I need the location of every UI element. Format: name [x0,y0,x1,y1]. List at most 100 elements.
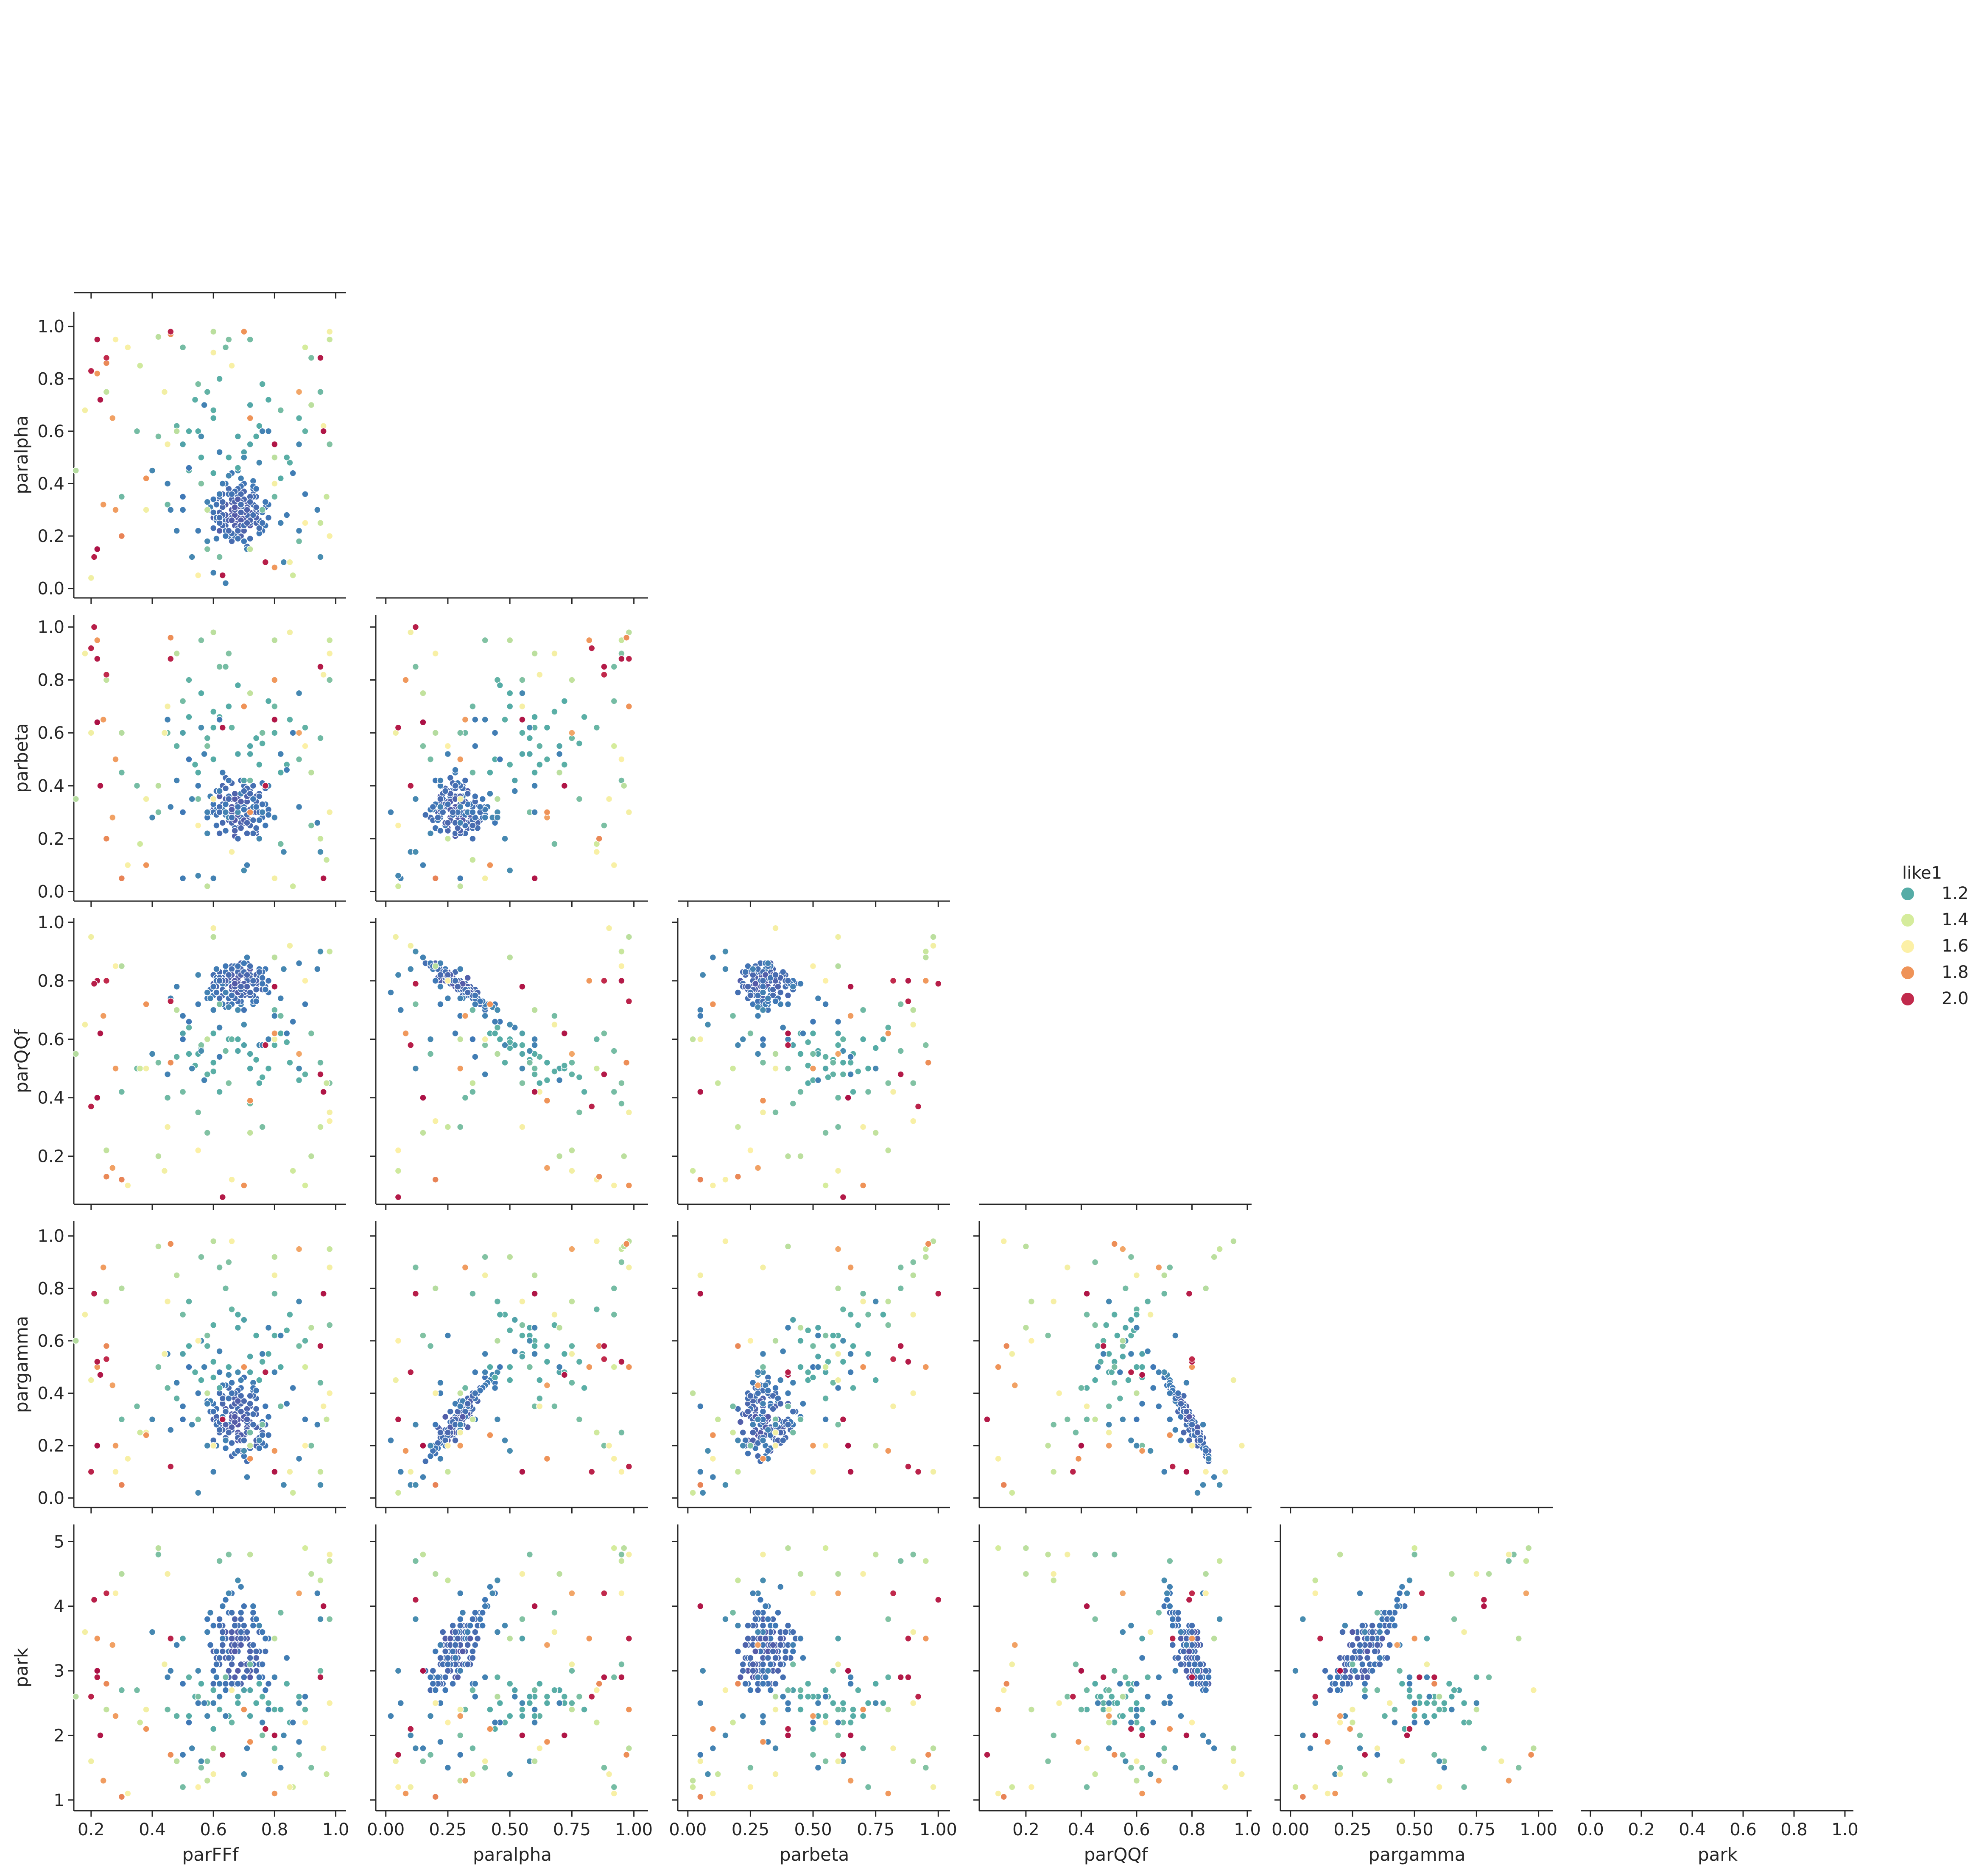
scatter-point [1188,1442,1196,1449]
scatter-point [519,1570,526,1577]
scatter-point [935,980,942,988]
x-tick-label-park: 0.6 [1730,1820,1757,1840]
scatter-point [556,1324,563,1332]
scatter-point [759,1363,767,1371]
scatter-point [1147,1447,1154,1454]
scatter-point [469,1088,476,1096]
scatter-point [118,1416,126,1423]
scatter-point [930,933,937,941]
scatter-point [588,1468,595,1476]
x-tick-label-parFFf: 0.8 [261,1820,288,1840]
scatter-point [1349,1641,1356,1649]
legend-label-1.6: 1.6 [1942,936,1969,956]
scatter-point [237,1583,245,1591]
scatter-point [754,1674,762,1681]
scatter-point [1376,1628,1383,1636]
scatter-point [1460,1628,1468,1636]
scatter-point [593,1065,601,1072]
y-tick-label-parbeta: 0.4 [37,776,64,796]
scatter-point [432,1421,439,1428]
scatter-point [210,1686,217,1694]
scatter-point [1238,1770,1246,1778]
scatter-point [543,1342,551,1350]
scatter-point [256,525,263,532]
scatter-point [689,1489,696,1496]
scatter-point [618,977,625,985]
scatter-point [429,1667,437,1675]
scatter-point [194,822,202,829]
scatter-point [271,814,278,821]
scatter-point [210,1068,217,1075]
scatter-point [317,1059,324,1066]
scatter-point [1361,1751,1369,1759]
scatter-point [222,809,229,816]
scatter-point [764,1667,772,1675]
scatter-point [1448,1693,1456,1700]
scatter-point [496,1700,504,1707]
scatter-point [326,809,333,816]
scatter-point [100,1264,107,1271]
scatter-point [412,1421,419,1428]
scatter-point [136,362,144,369]
scatter-point [1169,1616,1177,1623]
scatter-point [884,1030,892,1037]
scatter-point [262,1403,269,1410]
scatter-point [1188,1421,1196,1428]
scatter-point [164,703,171,710]
scatter-point [1202,1468,1210,1476]
scatter-point [314,506,321,514]
scatter-point [246,790,254,797]
scatter-point [143,506,150,514]
scatter-point [216,375,223,382]
scatter-point [259,427,266,435]
scatter-point [427,830,434,837]
scatter-point [1199,1481,1207,1488]
scatter-point [561,1371,568,1379]
scatter-point [754,1368,762,1376]
scatter-point [769,1641,777,1649]
scatter-point [155,1363,162,1371]
scatter-point [481,1272,489,1279]
scatter-point [164,501,171,508]
scatter-point [243,983,251,990]
y-tick-label-parQQf: 0.2 [37,1147,64,1167]
scatter-point [822,977,829,985]
scatter-point [271,1745,278,1752]
scatter-point [531,1758,538,1765]
scatter-point [809,1018,817,1025]
scatter-point [797,1570,804,1577]
scatter-point [1485,1674,1492,1681]
scatter-point [1406,1680,1413,1687]
scatter-point [784,1153,792,1160]
scatter-point [259,974,266,982]
scatter-point [112,756,119,763]
scatter-point [225,1079,232,1087]
scatter-point [506,1021,514,1028]
scatter-point [847,1777,854,1784]
scatter-point [143,861,150,869]
scatter-point [494,1628,501,1636]
scatter-point [814,1077,822,1084]
scatter-point [784,1403,792,1410]
scatter-point [1064,1551,1071,1558]
scatter-point [772,997,779,1005]
scatter-point [1406,1725,1413,1733]
scatter-point [543,1382,551,1389]
scatter-point [722,1732,729,1739]
scatter-point [219,498,226,505]
scatter-point [231,827,238,835]
scatter-point [204,1628,211,1636]
scatter-point [526,1551,534,1558]
scatter-point [1091,1680,1099,1687]
scatter-point [847,1059,854,1066]
scatter-point [419,1332,427,1339]
scatter-point [243,1473,251,1481]
scatter-point [81,1311,89,1318]
scatter-point [905,1358,912,1365]
scatter-point [486,1725,494,1733]
scatter-point [252,1387,260,1394]
scatter-point [543,809,551,816]
scatter-point [210,983,217,990]
scatter-point [198,636,205,644]
scatter-point [252,503,260,511]
